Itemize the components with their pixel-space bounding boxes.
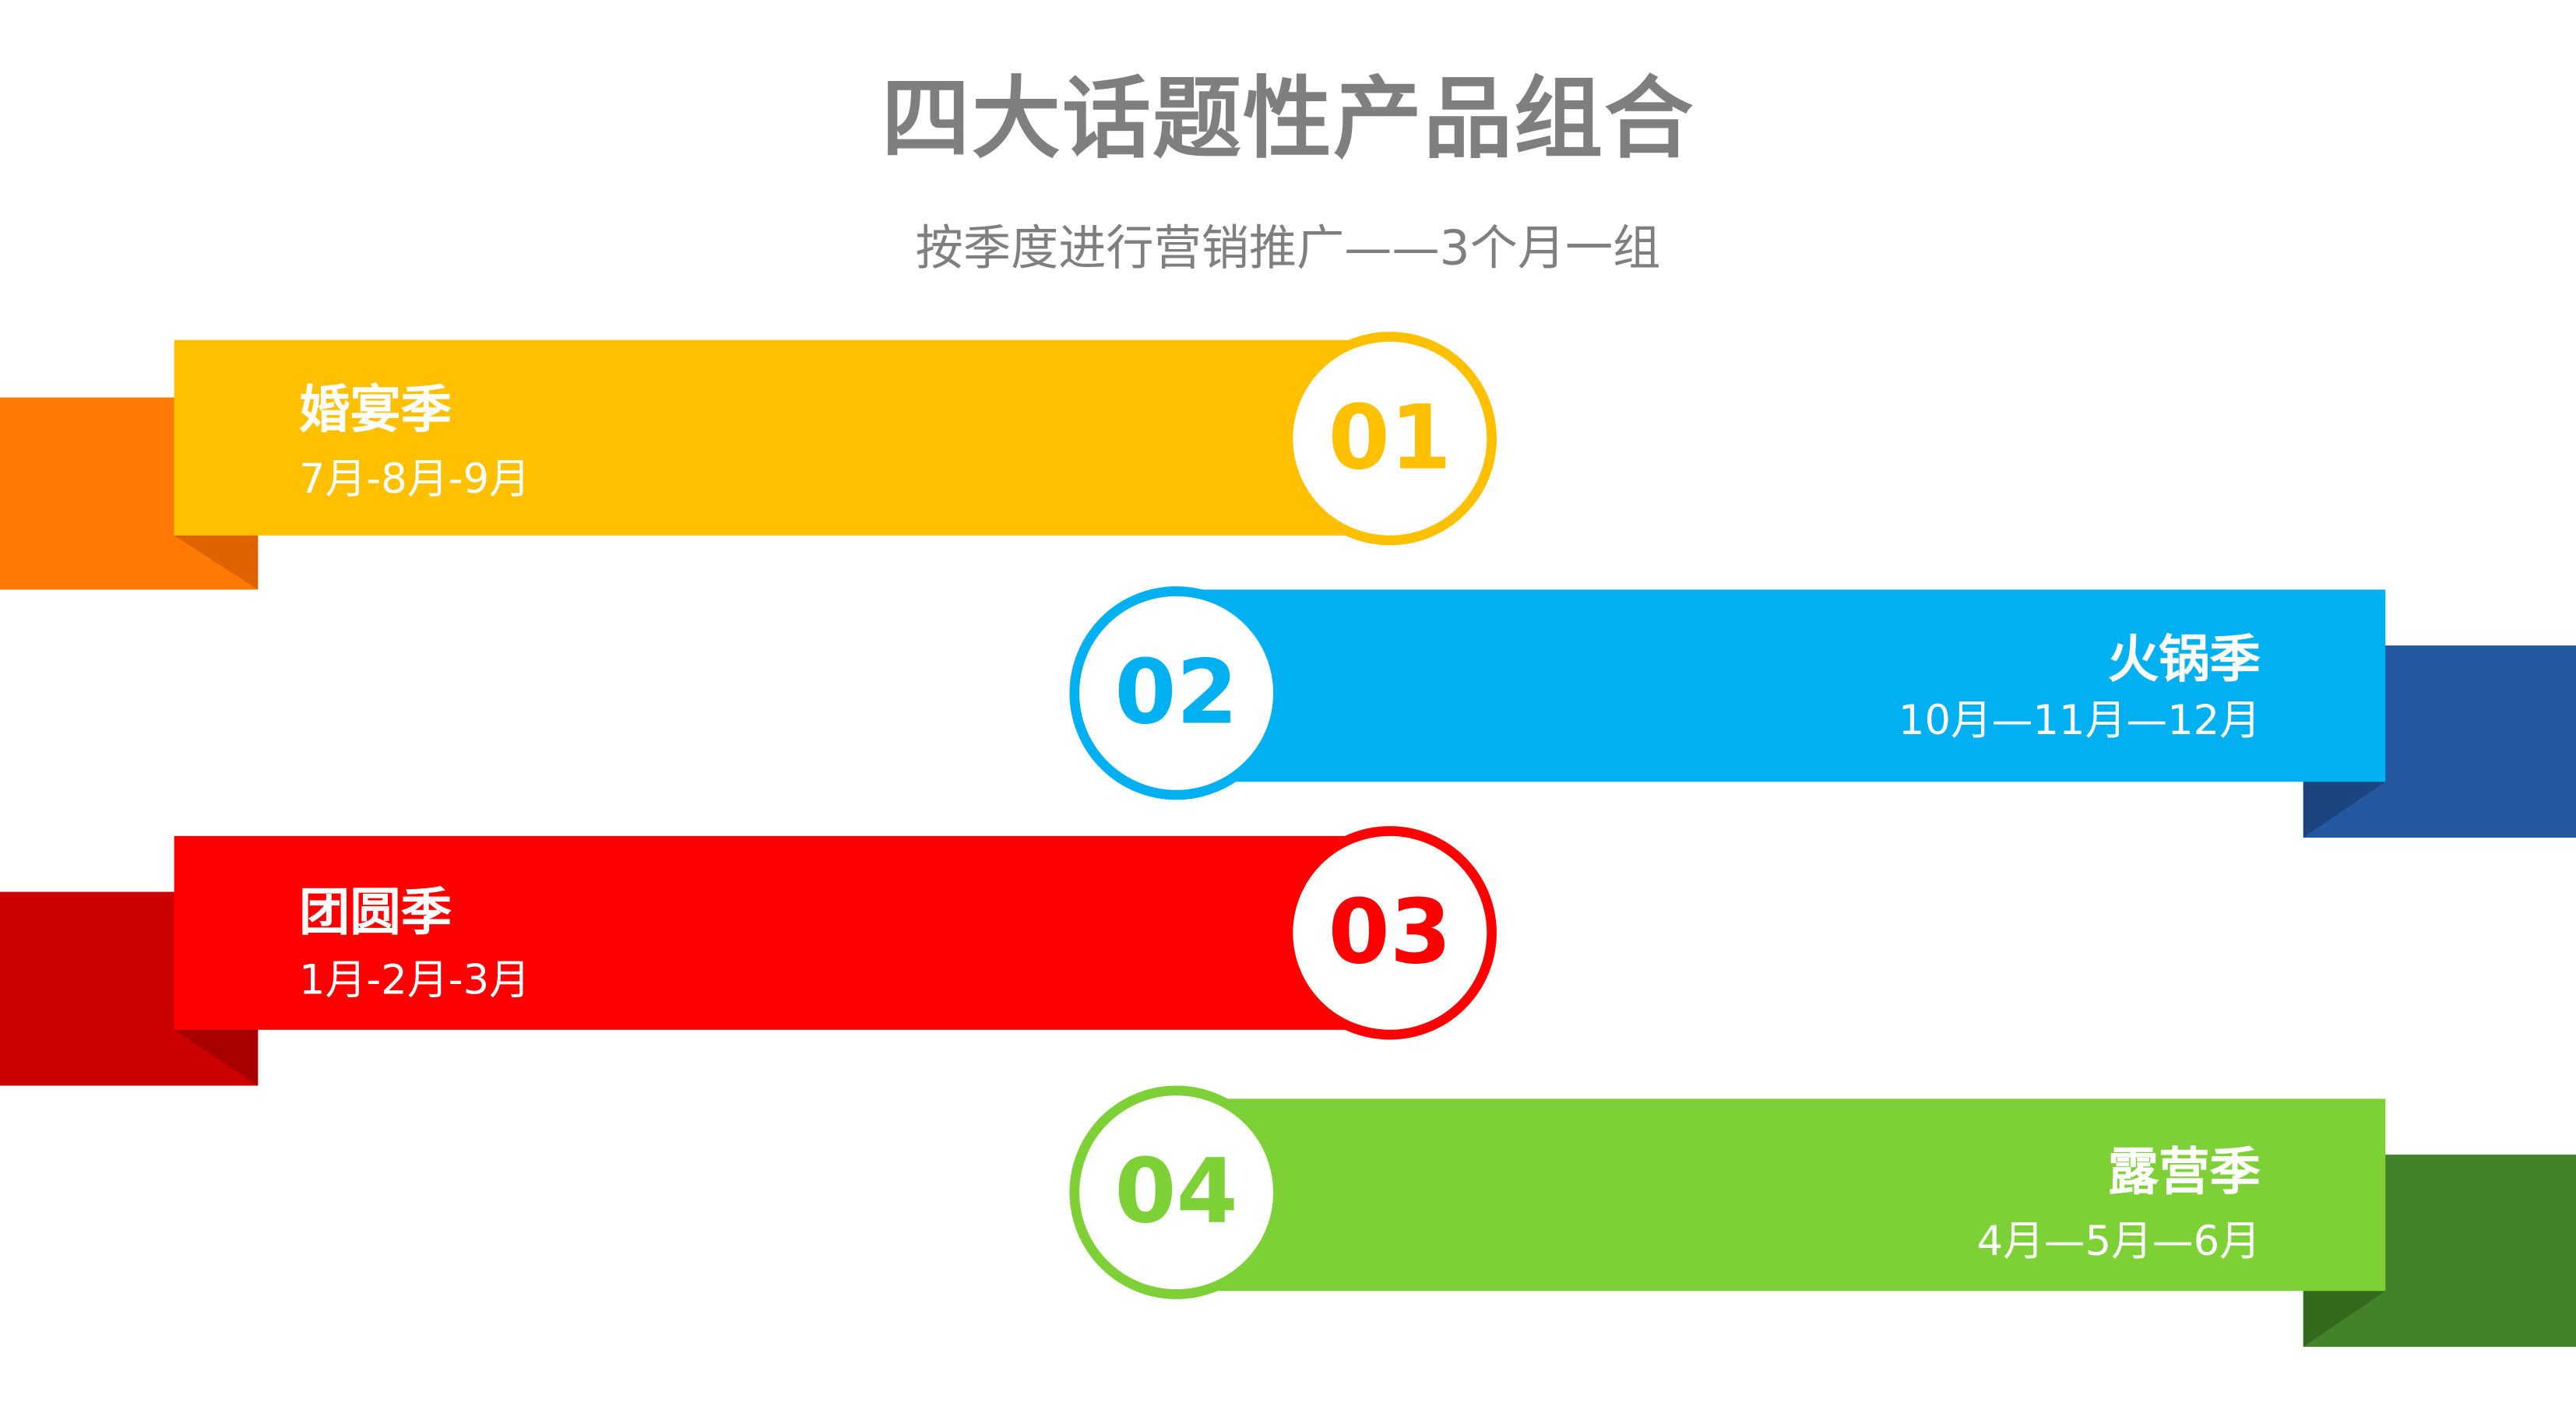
season-months-3: 1月-2月-3月 <box>298 955 530 1004</box>
page-title: 四大话题性产品组合 <box>881 67 1695 171</box>
season-number-4: 04 <box>1114 1140 1238 1244</box>
season-months-1: 7月-8月-9月 <box>298 455 530 503</box>
ribbon-2 <box>1176 589 2386 782</box>
badge-2-circle <box>1069 586 1283 800</box>
season-name-4: 露营季 <box>2107 1143 2261 1203</box>
ribbon-3 <box>174 835 1390 1030</box>
ribbon-1 <box>174 339 1390 536</box>
season-months-4: 4月—5月—6月 <box>1976 1217 2261 1265</box>
season-months-2: 10月—11月—12月 <box>1898 696 2261 744</box>
ribbon-4 <box>1176 1098 2386 1292</box>
season-number-1: 01 <box>1328 385 1452 490</box>
badge-3-circle <box>1283 826 1497 1040</box>
badge-1-circle <box>1283 332 1497 546</box>
season-name-1: 婚宴季 <box>298 381 452 441</box>
page-subtitle: 按季度进行营销推广——3个月一组 <box>915 220 1661 276</box>
ribbon-1-fold <box>174 535 259 590</box>
season-number-2: 02 <box>1114 640 1238 744</box>
ribbon-3-fold <box>174 1029 259 1086</box>
season-name-2: 火锅季 <box>2107 631 2261 691</box>
season-number-3: 03 <box>1328 880 1452 984</box>
season-name-3: 团圆季 <box>298 884 452 943</box>
badge-4-circle <box>1069 1085 1283 1299</box>
